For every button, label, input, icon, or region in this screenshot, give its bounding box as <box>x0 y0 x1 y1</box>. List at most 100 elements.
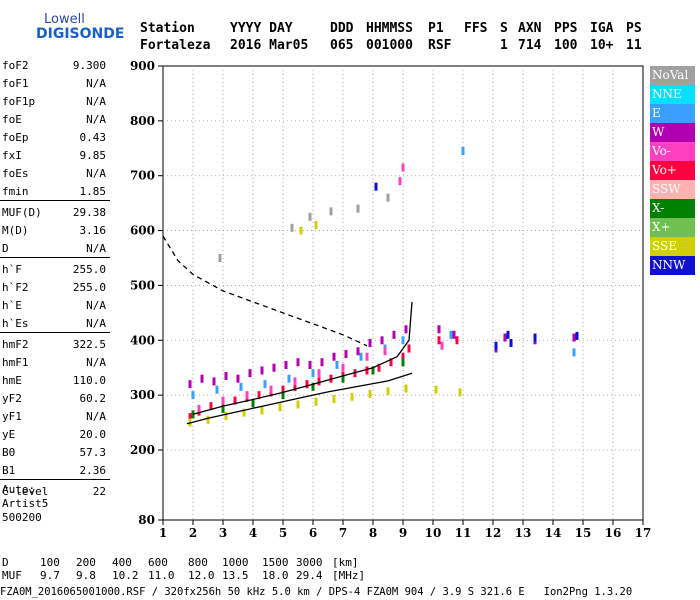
echo-point-e <box>215 385 219 394</box>
muf-table: D 100 200 400 600 800 1000 1500 3000 [km] MUF 9.7 9… <box>0 556 700 582</box>
echo-point-vo <box>455 336 459 345</box>
x-tick-label: 5 <box>279 526 287 540</box>
param-separator <box>0 332 110 335</box>
echo-point-x <box>401 358 405 367</box>
header-label-ffs: FFS <box>464 21 488 36</box>
param-row: yF1 N/A <box>0 407 110 425</box>
param-row: h`Es N/A <box>0 314 110 332</box>
header-value-s: 1 <box>500 38 508 53</box>
param-row: B0 57.3 <box>0 443 110 461</box>
echo-point-e <box>461 147 465 156</box>
legend-item: SSW <box>650 180 695 199</box>
param-row: D N/A <box>0 239 110 257</box>
param-row: hmE 110.0 <box>0 371 110 389</box>
legend-item: Vo- <box>650 142 695 161</box>
distance-value: 1000 <box>222 556 249 569</box>
legend-item: W <box>650 123 695 142</box>
echo-point-w <box>308 360 312 369</box>
param-name: MUF(D) <box>2 206 42 219</box>
echo-point-sse <box>368 390 372 399</box>
echo-point-sse <box>206 415 210 424</box>
echo-point-e <box>572 348 576 357</box>
echo-point-vo <box>257 391 261 400</box>
echo-point-noval <box>356 204 360 213</box>
muf-value: 12.0 <box>188 569 215 582</box>
echo-point-sse <box>458 388 462 397</box>
header-label-doy: DDD <box>330 21 354 36</box>
echo-point-w <box>188 380 192 389</box>
y-tick-label: 900 <box>130 59 155 73</box>
echo-point-w <box>503 333 507 342</box>
echo-point-sse <box>260 406 264 415</box>
y-tick-label: 800 <box>130 114 155 128</box>
param-row: foE N/A <box>0 110 110 128</box>
x-tick-label: 3 <box>219 526 227 540</box>
param-value: N/A <box>86 77 106 90</box>
param-value: 22 <box>92 485 106 498</box>
echo-point-vo <box>188 413 192 422</box>
echo-point-nnw <box>575 331 579 340</box>
header-value-pps: 100 <box>554 38 578 53</box>
echo-point-e <box>401 336 405 345</box>
distance-value: 100 <box>40 556 60 569</box>
param-value: 20.0 <box>79 428 107 441</box>
echo-point-vo <box>407 344 411 353</box>
echo-point-vo <box>377 363 381 372</box>
x-tick-label: 17 <box>635 526 652 540</box>
legend-item: NNE <box>650 85 695 104</box>
header-value-doy: 065 <box>330 38 354 53</box>
param-value: N/A <box>86 356 106 369</box>
header-label-ps: PS <box>626 21 642 36</box>
header-values-row: Fortaleza 2016 Mar05 065 001000 RSF 1 71… <box>140 37 700 54</box>
echo-point-w <box>296 358 300 367</box>
param-value: N/A <box>86 317 106 330</box>
echo-point-x <box>371 366 375 375</box>
param-row: h`F 255.0 <box>0 260 110 278</box>
echo-point-e <box>191 391 195 400</box>
param-row: hmF1 N/A <box>0 353 110 371</box>
echo-point-sse <box>404 384 408 393</box>
param-row: MUF(D) 29.38 <box>0 203 110 221</box>
echo-point-sse <box>386 387 390 396</box>
auto-line-2: Artist5 <box>2 497 49 510</box>
header-value-station: Fortaleza <box>140 38 211 53</box>
echo-point-w <box>272 363 276 372</box>
echo-point-noval <box>290 223 294 232</box>
param-value: 57.3 <box>79 446 107 459</box>
echo-point-vo <box>341 363 345 372</box>
echo-point-vo <box>209 402 213 411</box>
param-name: foF1p <box>2 95 36 108</box>
header-label-iga: IGA <box>590 21 614 36</box>
header-label-axn: AXN <box>518 21 542 36</box>
distance-value: 1500 <box>262 556 289 569</box>
param-row: yF2 60.2 <box>0 389 110 407</box>
muf-value: 9.7 <box>40 569 60 582</box>
echo-point-vo <box>440 341 444 350</box>
legend-item: NNW <box>650 256 695 275</box>
param-value: 3.16 <box>79 224 107 237</box>
echo-point-vo <box>281 385 285 394</box>
muf-row: MUF 9.7 9.8 10.2 11.0 12.0 13.5 18.0 29.4 [MHz] <box>0 569 700 582</box>
echo-point-x <box>341 374 345 383</box>
echo-point-nnw <box>506 330 510 339</box>
y-tick-label: 500 <box>130 278 155 292</box>
distance-value: 800 <box>188 556 208 569</box>
echo-point-x <box>221 404 225 413</box>
distance-value: 600 <box>148 556 168 569</box>
param-value: N/A <box>86 113 106 126</box>
echo-point-sse <box>332 394 336 403</box>
echo-point-x <box>251 399 255 408</box>
param-name: fmin <box>2 185 29 198</box>
param-name: hmF2 <box>2 338 29 351</box>
echo-point-e <box>287 374 291 383</box>
param-value: 29.38 <box>72 206 106 219</box>
echo-point-vo <box>293 377 297 386</box>
muf-value: 10.2 <box>112 569 139 582</box>
echo-point-w <box>248 369 252 378</box>
distance-value: [km] <box>332 556 359 569</box>
x-tick-label: 7 <box>339 526 347 540</box>
legend-item: Vo+ <box>650 161 695 180</box>
x-tick-label: 8 <box>369 526 377 540</box>
echo-point-sse <box>434 385 438 394</box>
legend-item: E <box>650 104 695 123</box>
